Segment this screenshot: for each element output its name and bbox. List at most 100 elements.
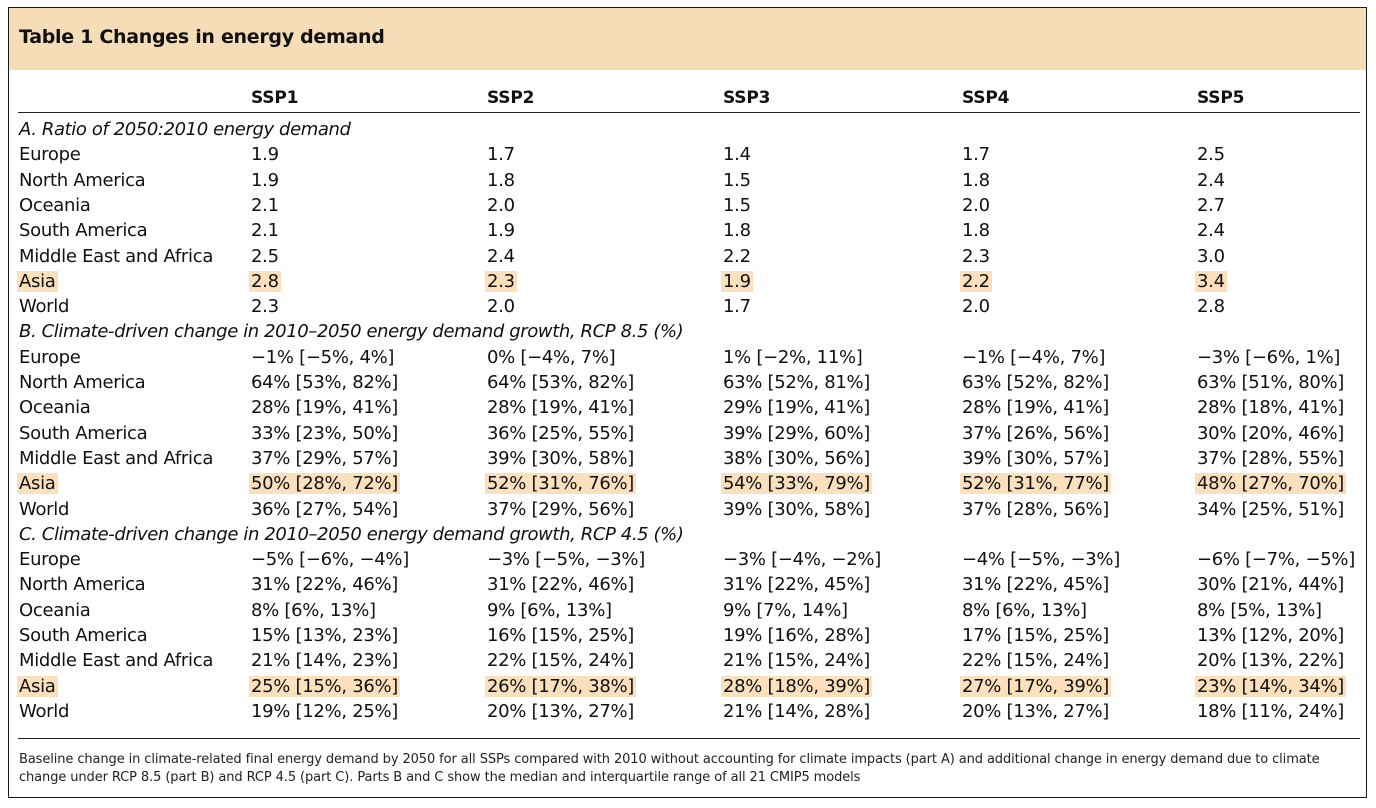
region-cell: Europe	[19, 346, 81, 370]
value-cell: 37% [28%, 55%]	[1197, 447, 1344, 471]
region-cell: Asia	[17, 675, 58, 699]
region-cell: North America	[19, 169, 146, 193]
cell-value: 16% [15%, 25%]	[487, 625, 635, 646]
cell-value: 21% [14%, 28%]	[723, 700, 871, 722]
cell-value: 1% [−2%, 11%]	[723, 346, 863, 368]
cell-value: 2.5	[1197, 144, 1225, 166]
value-cell: 23% [14%, 34%]	[1195, 675, 1347, 699]
value-cell: 2.4	[487, 245, 515, 269]
cell-value: 1.5	[723, 194, 751, 216]
value-cell: 22% [15%, 24%]	[962, 649, 1109, 673]
value-cell: 1.7	[723, 295, 751, 319]
value-cell: 1.4	[723, 143, 751, 167]
region-cell: Middle East and Africa	[19, 649, 213, 673]
value-cell: 2.3	[251, 295, 279, 319]
cell-value: 64% [53%, 82%]	[487, 372, 635, 393]
value-cell: 1.8	[962, 169, 990, 193]
value-cell: −3% [−4%, −2%]	[723, 548, 881, 572]
table-row: Asia 50% [28%, 72%] 52% [31%, 76%] 54% [33%…	[9, 472, 1366, 496]
row-label: World	[19, 296, 70, 318]
value-cell: 19% [16%, 28%]	[723, 624, 870, 648]
value-cell: 48% [27%, 70%]	[1195, 472, 1347, 496]
value-cell: −3% [−6%, 1%]	[1197, 346, 1340, 370]
cell-value: 2.4	[487, 245, 515, 267]
cell-value: 63% [52%, 81%]	[723, 372, 871, 393]
value-cell: 20% [13%, 27%]	[487, 700, 634, 724]
value-cell: 1.8	[962, 219, 990, 243]
value-cell: 36% [27%, 54%]	[251, 498, 398, 522]
cell-value: 1.4	[723, 144, 751, 166]
value-cell: 21% [14%, 23%]	[251, 649, 398, 673]
cell-value: 13% [12%, 20%]	[1197, 625, 1345, 646]
table-title-bar: Table 1 Changes in energy demand	[9, 8, 1366, 70]
value-cell: 31% [22%, 45%]	[723, 573, 870, 597]
cell-value: 2.3	[962, 245, 990, 267]
header-rule	[18, 112, 1360, 113]
cell-value: −3% [−6%, 1%]	[1197, 346, 1341, 368]
cell-value: 28% [18%, 41%]	[1197, 397, 1345, 419]
cell-value: 1.7	[962, 144, 990, 166]
table-row: Oceania 8% [6%, 13%] 9% [6%, 13%] 9% [7%, 1…	[9, 599, 1366, 623]
column-header-ssp4: SSP4	[962, 88, 1010, 108]
value-cell: 37% [29%, 57%]	[251, 447, 398, 471]
cell-value: 2.5	[251, 245, 279, 267]
table-row: Europe −5% [−6%, −4%] −3% [−5%, −3%] −3% [−…	[9, 548, 1366, 572]
cell-value: 39% [30%, 57%]	[962, 447, 1110, 469]
value-cell: 20% [13%, 27%]	[962, 700, 1109, 724]
cell-value: 1.9	[251, 144, 279, 166]
cell-value: 1.8	[487, 169, 515, 191]
value-cell: 2.8	[249, 270, 281, 294]
value-cell: 37% [28%, 56%]	[962, 498, 1109, 522]
value-cell: 19% [12%, 25%]	[251, 700, 398, 724]
region-cell: Asia	[17, 472, 58, 496]
cell-value: 22% [15%, 24%]	[487, 650, 635, 672]
row-label: South America	[19, 422, 148, 444]
row-label: Europe	[19, 549, 81, 571]
cell-value: 2.0	[962, 296, 990, 318]
value-cell: 39% [30%, 58%]	[487, 447, 634, 471]
cell-value: 2.2	[960, 270, 992, 292]
row-label: World	[19, 498, 70, 520]
table-row: Middle East and Africa 2.5 2.4 2.2 2.3 3.0	[9, 245, 1366, 269]
table-row: Middle East and Africa 37% [29%, 57%] 39% …	[9, 447, 1366, 471]
cell-value: 0% [−4%, 7%]	[487, 346, 616, 368]
row-label: Europe	[19, 346, 81, 368]
value-cell: 27% [17%, 39%]	[960, 675, 1112, 699]
value-cell: 25% [15%, 36%]	[249, 675, 401, 699]
region-cell: Middle East and Africa	[19, 245, 213, 269]
table-row: Middle East and Africa 21% [14%, 23%] 22% …	[9, 649, 1366, 673]
value-cell: 33% [23%, 50%]	[251, 422, 398, 446]
cell-value: 48% [27%, 70%]	[1195, 473, 1347, 495]
cell-value: 33% [23%, 50%]	[251, 422, 399, 444]
cell-value: −6% [−7%, −5%]	[1197, 549, 1355, 571]
value-cell: 2.2	[723, 245, 751, 269]
table-row: South America 15% [13%, 23%] 16% [15%, 25%…	[9, 624, 1366, 648]
cell-value: 1.9	[721, 270, 753, 292]
row-label: North America	[19, 169, 146, 191]
cell-value: 31% [22%, 45%]	[962, 574, 1110, 596]
value-cell: 1.9	[251, 143, 279, 167]
row-label: Oceania	[19, 397, 91, 419]
cell-value: 19% [12%, 25%]	[251, 700, 399, 722]
row-label: World	[19, 700, 70, 722]
table-row: North America 31% [22%, 46%] 31% [22%, 46%…	[9, 573, 1366, 597]
value-cell: 28% [19%, 41%]	[251, 396, 398, 420]
cell-value: 2.3	[251, 296, 279, 318]
table-row: Europe 1.9 1.7 1.4 1.7 2.5	[9, 143, 1366, 167]
value-cell: −3% [−5%, −3%]	[487, 548, 645, 572]
region-cell: Middle East and Africa	[19, 447, 213, 471]
row-label: Middle East and Africa	[19, 245, 214, 267]
cell-value: 2.7	[1197, 194, 1225, 216]
value-cell: 21% [15%, 24%]	[723, 649, 870, 673]
value-cell: 39% [29%, 60%]	[723, 422, 870, 446]
cell-value: 2.8	[249, 270, 281, 292]
cell-value: 39% [29%, 60%]	[723, 422, 871, 444]
cell-value: 34% [25%, 51%]	[1197, 498, 1345, 520]
value-cell: 52% [31%, 76%]	[485, 472, 637, 496]
region-cell: South America	[19, 219, 148, 243]
cell-value: 9% [6%, 13%]	[487, 599, 612, 621]
region-cell: Oceania	[19, 194, 91, 218]
table-row: Asia 25% [15%, 36%] 26% [17%, 38%] 28% [18%…	[9, 675, 1366, 699]
section-heading: A. Ratio of 2050:2010 energy demand	[19, 119, 351, 140]
value-cell: 17% [15%, 25%]	[962, 624, 1109, 648]
